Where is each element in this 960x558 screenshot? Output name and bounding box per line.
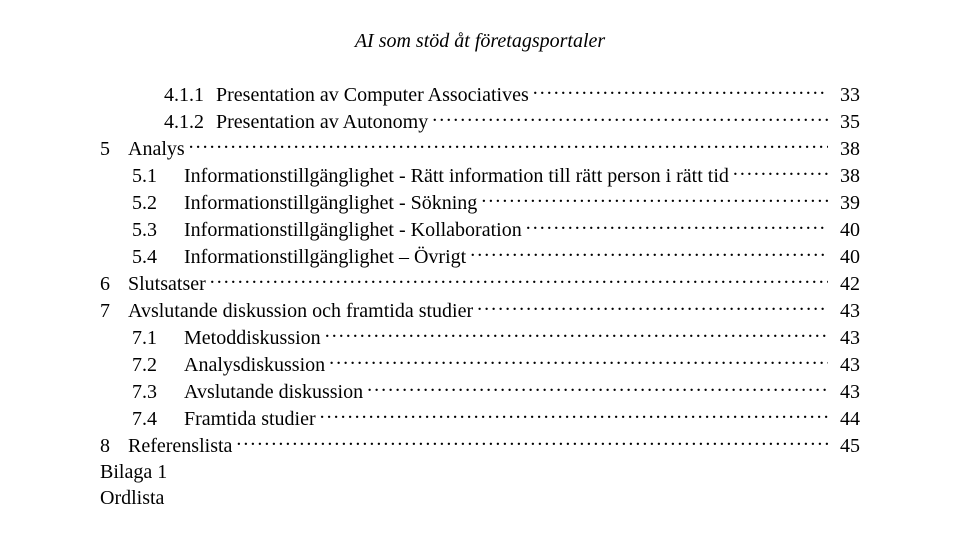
toc-entry-page: 43 — [832, 325, 860, 351]
toc-entry-number: 7.1 — [132, 325, 184, 351]
toc-entry-label: Avslutande diskussion och framtida studi… — [128, 298, 473, 324]
toc-entry-page: 35 — [832, 109, 860, 135]
toc-entry-label: Avslutande diskussion — [184, 379, 363, 405]
toc-entry-label: Informationstillgänglighet – Övrigt — [184, 244, 466, 270]
toc-entry-number: 4.1.2 — [164, 109, 216, 135]
toc-entry: 5.3Informationstillgänglighet - Kollabor… — [100, 216, 860, 243]
toc-entry-number: 5.4 — [132, 244, 184, 270]
toc-entry: 7.4Framtida studier 44 — [100, 405, 860, 432]
document-page: AI som stöd åt företagsportaler 4.1.1Pre… — [0, 0, 960, 541]
running-title: AI som stöd åt företagsportaler — [100, 30, 860, 53]
toc-entry: 5Analys 38 — [100, 135, 860, 162]
toc-leader-dots — [733, 162, 828, 182]
toc-entry: 7.2Analysdiskussion 43 — [100, 351, 860, 378]
toc-entry-page: 42 — [832, 271, 860, 297]
toc-entry-label: Informationstillgänglighet - Sökning — [184, 190, 477, 216]
toc-entry-label: Slutsatser — [128, 271, 206, 297]
toc-leader-dots — [470, 243, 828, 263]
toc-entry-label: Presentation av Computer Associatives — [216, 82, 529, 108]
toc-entry-number: 8 — [100, 433, 128, 459]
toc-leader-dots — [320, 405, 828, 425]
toc-entry-number: 5.3 — [132, 217, 184, 243]
toc-entry-page: 45 — [832, 433, 860, 459]
toc-entry: 5.4Informationstillgänglighet – Övrigt 40 — [100, 243, 860, 270]
appendix-line: Bilaga 1 — [100, 459, 860, 485]
toc-entry-label: Metoddiskussion — [184, 325, 321, 351]
toc-entry: 5.1Informationstillgänglighet - Rätt inf… — [100, 162, 860, 189]
toc-entry-number: 5.1 — [132, 163, 184, 189]
toc-entry-page: 38 — [832, 136, 860, 162]
toc-entry-page: 44 — [832, 406, 860, 432]
toc-entry-number: 7.3 — [132, 379, 184, 405]
toc-entry-number: 7.2 — [132, 352, 184, 378]
toc-leader-dots — [477, 297, 828, 317]
toc-entry-number: 4.1.1 — [164, 82, 216, 108]
toc-entry: 8Referenslista 45 — [100, 432, 860, 459]
toc-entry: 4.1.2Presentation av Autonomy 35 — [100, 108, 860, 135]
toc-entry: 7.1Metoddiskussion 43 — [100, 324, 860, 351]
toc-entry: 7Avslutande diskussion och framtida stud… — [100, 297, 860, 324]
appendix-block: Bilaga 1Ordlista — [100, 459, 860, 511]
toc-leader-dots — [367, 378, 828, 398]
toc-leader-dots — [189, 135, 828, 155]
toc-entry-number: 7.4 — [132, 406, 184, 432]
toc-leader-dots — [329, 351, 828, 371]
toc-entry-label: Informationstillgänglighet - Kollaborati… — [184, 217, 522, 243]
toc-entry: 6Slutsatser 42 — [100, 270, 860, 297]
toc-entry-label: Presentation av Autonomy — [216, 109, 428, 135]
toc-entry: 7.3Avslutande diskussion 43 — [100, 378, 860, 405]
toc-entry-number: 7 — [100, 298, 128, 324]
toc-entry-label: Framtida studier — [184, 406, 316, 432]
toc-entry-label: Analysdiskussion — [184, 352, 325, 378]
toc-leader-dots — [432, 108, 828, 128]
toc-leader-dots — [236, 432, 828, 452]
toc-entry-page: 38 — [832, 163, 860, 189]
toc-entry-number: 5.2 — [132, 190, 184, 216]
toc-entry-number: 5 — [100, 136, 128, 162]
toc-entry: 5.2Informationstillgänglighet - Sökning 3… — [100, 189, 860, 216]
toc-entry-page: 33 — [832, 82, 860, 108]
toc-entry-page: 39 — [832, 190, 860, 216]
toc-leader-dots — [325, 324, 828, 344]
toc-entry-page: 43 — [832, 298, 860, 324]
toc-leader-dots — [526, 216, 828, 236]
toc-entry-label: Informationstillgänglighet - Rätt inform… — [184, 163, 729, 189]
toc-entry-label: Referenslista — [128, 433, 232, 459]
toc-leader-dots — [533, 81, 828, 101]
toc-entry-label: Analys — [128, 136, 185, 162]
toc-entry-page: 43 — [832, 379, 860, 405]
appendix-line: Ordlista — [100, 485, 860, 511]
toc-entry-page: 40 — [832, 217, 860, 243]
toc-entry: 4.1.1Presentation av Computer Associativ… — [100, 81, 860, 108]
toc-container: 4.1.1Presentation av Computer Associativ… — [100, 81, 860, 459]
toc-entry-number: 6 — [100, 271, 128, 297]
toc-entry-page: 43 — [832, 352, 860, 378]
toc-entry-page: 40 — [832, 244, 860, 270]
toc-leader-dots — [481, 189, 828, 209]
toc-leader-dots — [210, 270, 828, 290]
